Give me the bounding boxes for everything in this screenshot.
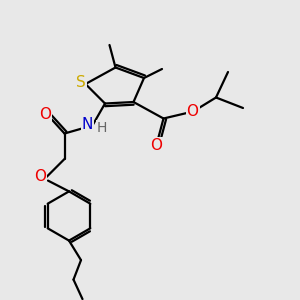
Text: O: O — [187, 103, 199, 118]
Text: O: O — [34, 169, 46, 184]
Text: O: O — [150, 138, 162, 153]
Text: N: N — [82, 117, 93, 132]
Text: O: O — [39, 106, 51, 122]
Text: S: S — [76, 75, 86, 90]
Text: H: H — [97, 121, 107, 134]
